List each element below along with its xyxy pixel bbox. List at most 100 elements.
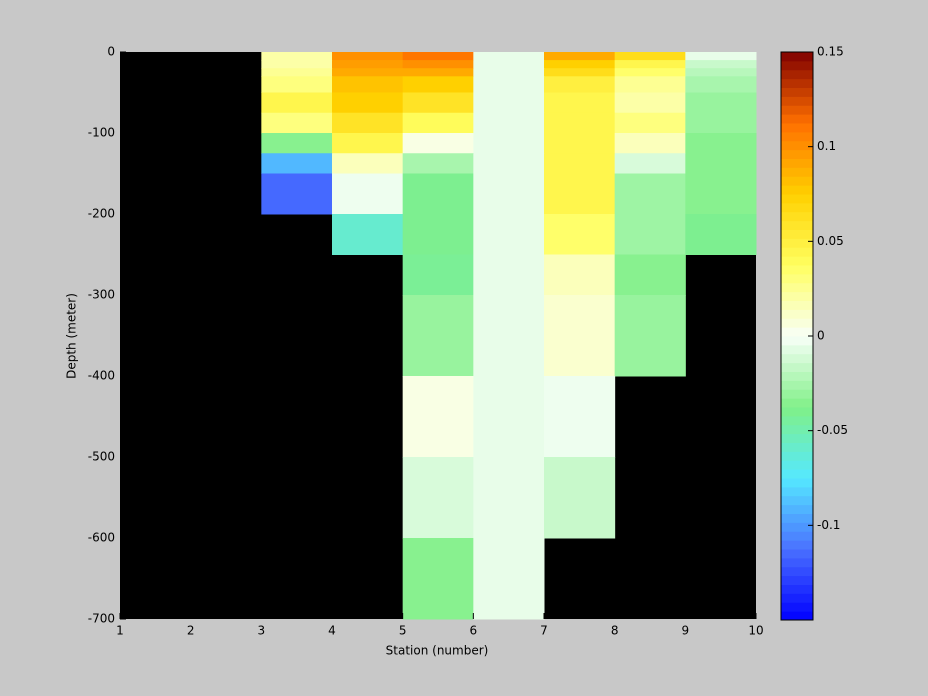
heat-cell [402, 76, 474, 93]
colorbar-band [781, 52, 813, 62]
heat-cell [332, 52, 404, 61]
heat-cell [261, 112, 333, 134]
y-tick-label: -600 [88, 531, 115, 545]
heat-cell [544, 376, 616, 458]
colorbar-band [781, 522, 813, 532]
heat-cell [544, 214, 616, 255]
heat-cell [402, 538, 474, 620]
heat-cell [473, 254, 545, 296]
heat-cell [261, 68, 333, 77]
colorbar-band [781, 229, 813, 239]
heat-cell [544, 173, 616, 215]
y-tick-label: 0 [107, 45, 115, 59]
heat-cell [473, 68, 545, 77]
y-tick-label: -200 [88, 207, 115, 221]
heat-cell [685, 52, 757, 61]
heat-cell [402, 133, 474, 154]
heat-cell [544, 254, 616, 296]
colorbar-band [781, 114, 813, 124]
heat-cell [544, 457, 616, 539]
heat-cell [261, 52, 333, 61]
heat-cell [332, 173, 404, 215]
colorbar-band [781, 220, 813, 230]
heat-cell [473, 133, 545, 154]
colorbar-band [781, 273, 813, 284]
colorbar-band [781, 442, 813, 452]
colorbar-band [781, 460, 813, 470]
colorbar-band [781, 380, 813, 390]
colorbar-band [781, 238, 813, 248]
heat-cell [614, 92, 686, 114]
colorbar-band [781, 611, 813, 621]
heat-cell [473, 173, 545, 215]
heat-cell [614, 173, 686, 215]
x-tick-label: 7 [540, 624, 548, 638]
heat-cell [614, 133, 686, 154]
colorbar-band [781, 415, 813, 426]
heat-cell [614, 153, 686, 174]
heat-cell [332, 214, 404, 255]
colorbar-band [781, 327, 813, 337]
colorbar-band [781, 176, 813, 186]
x-tick-label: 9 [682, 624, 690, 638]
colorbar-band [781, 211, 813, 222]
heat-cell [544, 133, 616, 154]
heat-cell [685, 76, 757, 93]
colorbar-band [781, 451, 813, 461]
colorbar-band [781, 433, 813, 443]
x-tick-label: 1 [116, 624, 124, 638]
y-axis-label: Depth (meter) [65, 293, 79, 379]
heat-cell [544, 68, 616, 77]
heat-cell [685, 112, 757, 134]
x-tick-label: 8 [611, 624, 619, 638]
heat-cell [261, 133, 333, 154]
heat-cell [473, 76, 545, 93]
heat-cell [402, 214, 474, 255]
colorbar-band [781, 389, 813, 399]
colorbar-band [781, 300, 813, 310]
heat-cell [402, 173, 474, 215]
heat-cell [473, 376, 545, 458]
colorbar-band [781, 371, 813, 381]
heat-cell [614, 68, 686, 77]
y-tick-label: -700 [88, 612, 115, 626]
heat-cell [544, 92, 616, 114]
heat-cell [332, 133, 404, 154]
colorbar-band [781, 202, 813, 213]
heat-cell [614, 76, 686, 93]
colorbar-band [781, 123, 813, 133]
heat-cell [614, 254, 686, 296]
x-axis-label: Station (number) [386, 644, 489, 658]
colorbar-band [781, 60, 813, 71]
colorbar-band [781, 291, 813, 301]
heat-cell [544, 60, 616, 69]
heat-cell [614, 112, 686, 134]
heat-cell [332, 68, 404, 77]
colorbar-band [781, 167, 813, 177]
heat-cell [473, 92, 545, 114]
heat-cell [402, 254, 474, 296]
colorbar-band [781, 469, 813, 479]
heat-cell [332, 92, 404, 114]
heat-cell [473, 214, 545, 255]
heat-cell [473, 538, 545, 620]
colorbar-tick-label: -0.05 [817, 423, 848, 437]
heat-cell [614, 295, 686, 377]
x-tick-label: 6 [470, 624, 478, 638]
heat-cell [544, 112, 616, 134]
colorbar-band [781, 149, 813, 159]
colorbar-band [781, 398, 813, 408]
colorbar-band [781, 185, 813, 195]
heat-cell [544, 52, 616, 61]
colorbar-band [781, 602, 813, 612]
heat-cell [261, 60, 333, 69]
colorbar-band [781, 256, 813, 266]
heat-cell [685, 68, 757, 77]
heat-cell [402, 376, 474, 458]
colorbar-band [781, 566, 813, 577]
colorbar-band [781, 486, 813, 497]
heat-cell [685, 92, 757, 114]
heat-cell [473, 52, 545, 61]
heat-cell [685, 60, 757, 69]
